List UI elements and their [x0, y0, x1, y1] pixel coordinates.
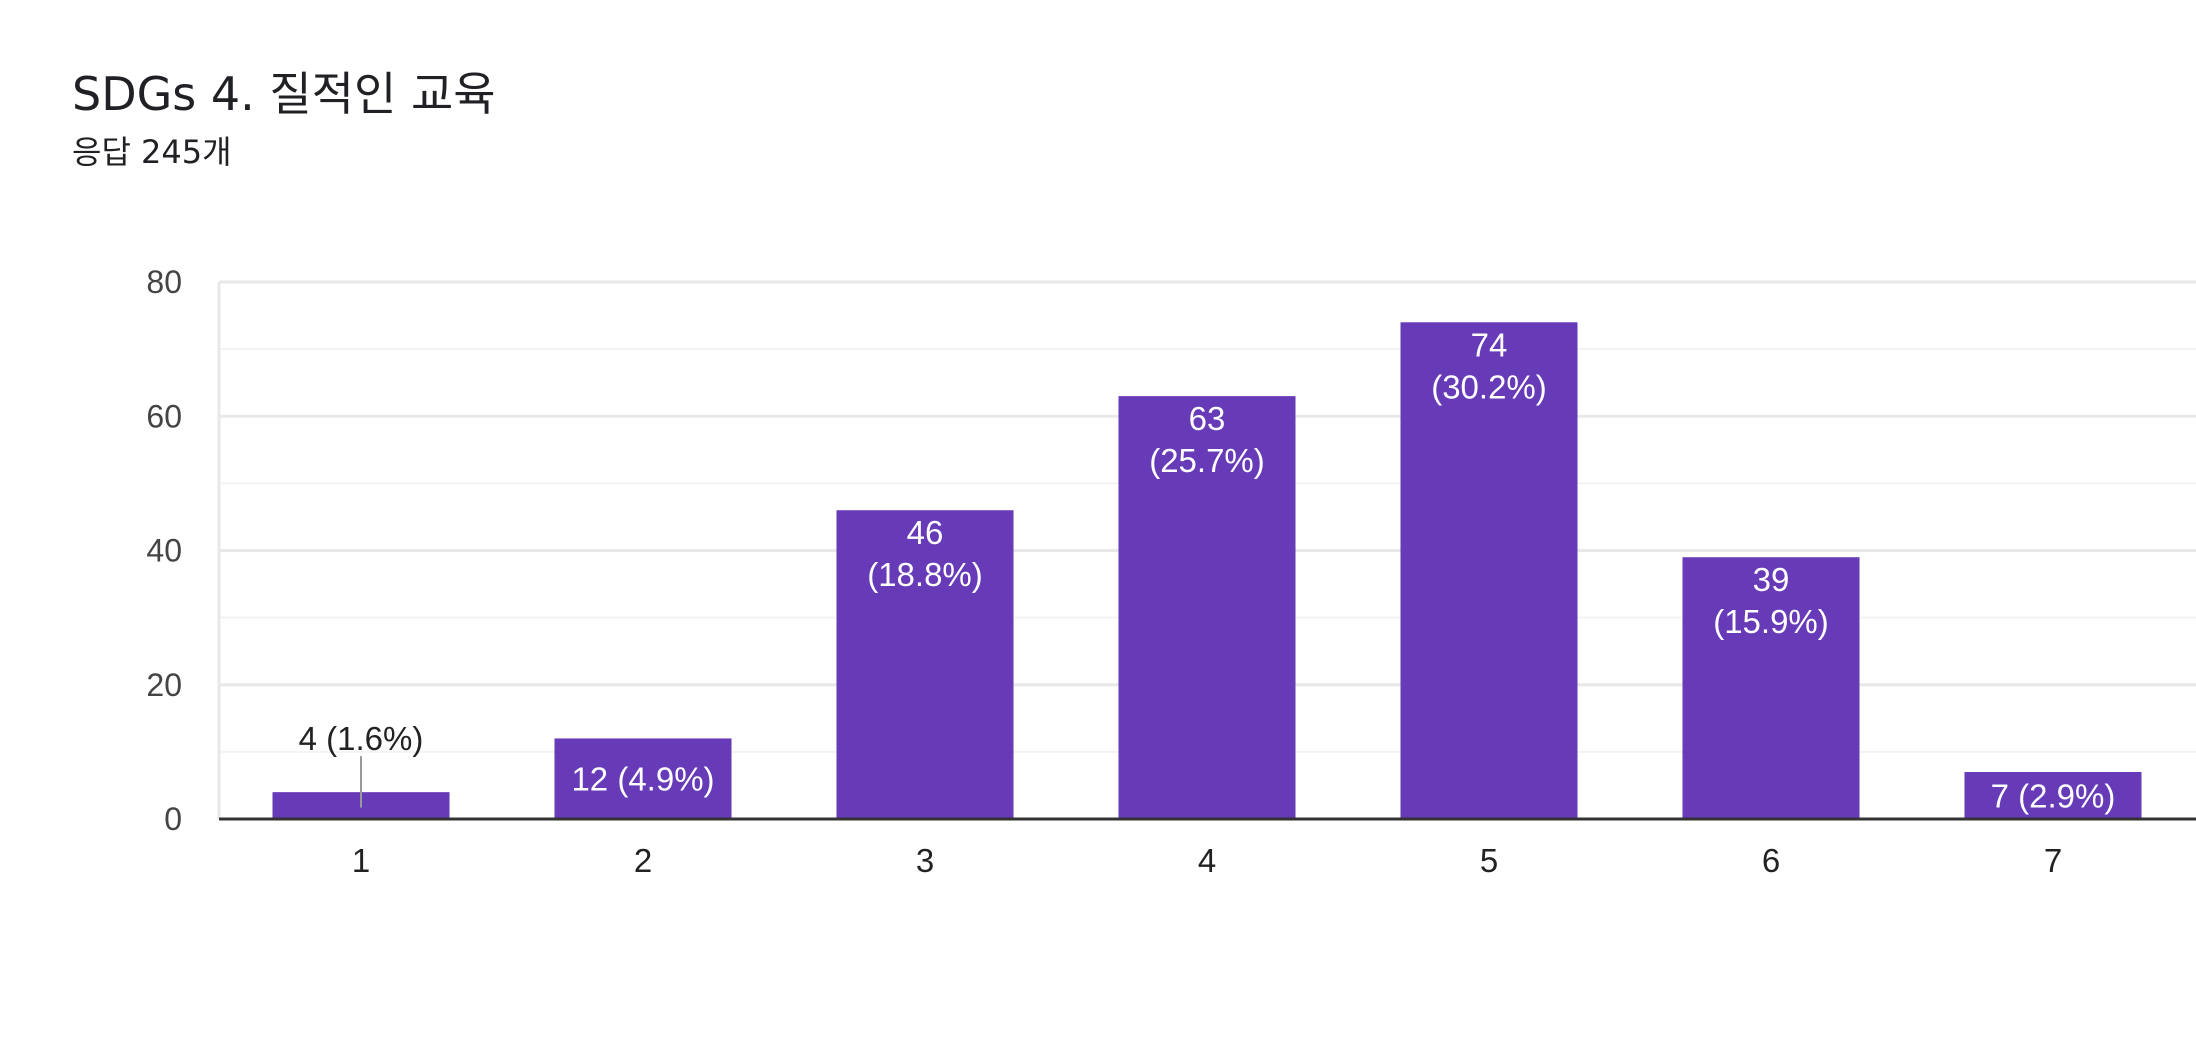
- y-tick-label: 40: [146, 533, 182, 569]
- x-tick-label: 6: [1762, 842, 1780, 879]
- bar-3: [836, 510, 1014, 819]
- bar-2: [554, 738, 732, 819]
- bar-5: [1400, 322, 1578, 819]
- data-label: 7 (2.9%): [1991, 778, 2116, 815]
- y-tick-label: 60: [146, 398, 182, 434]
- bar-6: [1682, 557, 1860, 819]
- x-tick-label: 1: [352, 842, 370, 879]
- data-label: 74: [1471, 326, 1508, 363]
- data-label: 46: [907, 514, 944, 551]
- x-tick-label: 7: [2044, 842, 2062, 879]
- chart-header: SDGs 4. 질적인 교육 응답 245개: [72, 66, 496, 172]
- x-tick-label: 2: [634, 842, 652, 879]
- y-tick-label: 80: [146, 264, 182, 300]
- y-tick-label: 20: [146, 667, 182, 703]
- data-label: (30.2%): [1431, 368, 1547, 405]
- y-tick-label: 0: [164, 801, 182, 837]
- bar-4: [1118, 396, 1296, 819]
- data-label: 39: [1753, 561, 1790, 598]
- response-count: 응답 245개: [72, 133, 232, 171]
- data-label: 63: [1189, 400, 1226, 437]
- data-label: 12 (4.9%): [571, 761, 714, 798]
- data-label: 4 (1.6%): [299, 720, 424, 757]
- data-label: (18.8%): [867, 556, 983, 593]
- x-tick-label: 4: [1198, 842, 1216, 879]
- data-label: (15.9%): [1713, 603, 1829, 640]
- bar-7: [1964, 772, 2142, 819]
- data-label: (25.7%): [1149, 442, 1265, 479]
- chart-title: SDGs 4. 질적인 교육: [72, 67, 496, 121]
- x-tick-label: 5: [1480, 842, 1498, 879]
- x-tick-label: 3: [916, 842, 934, 879]
